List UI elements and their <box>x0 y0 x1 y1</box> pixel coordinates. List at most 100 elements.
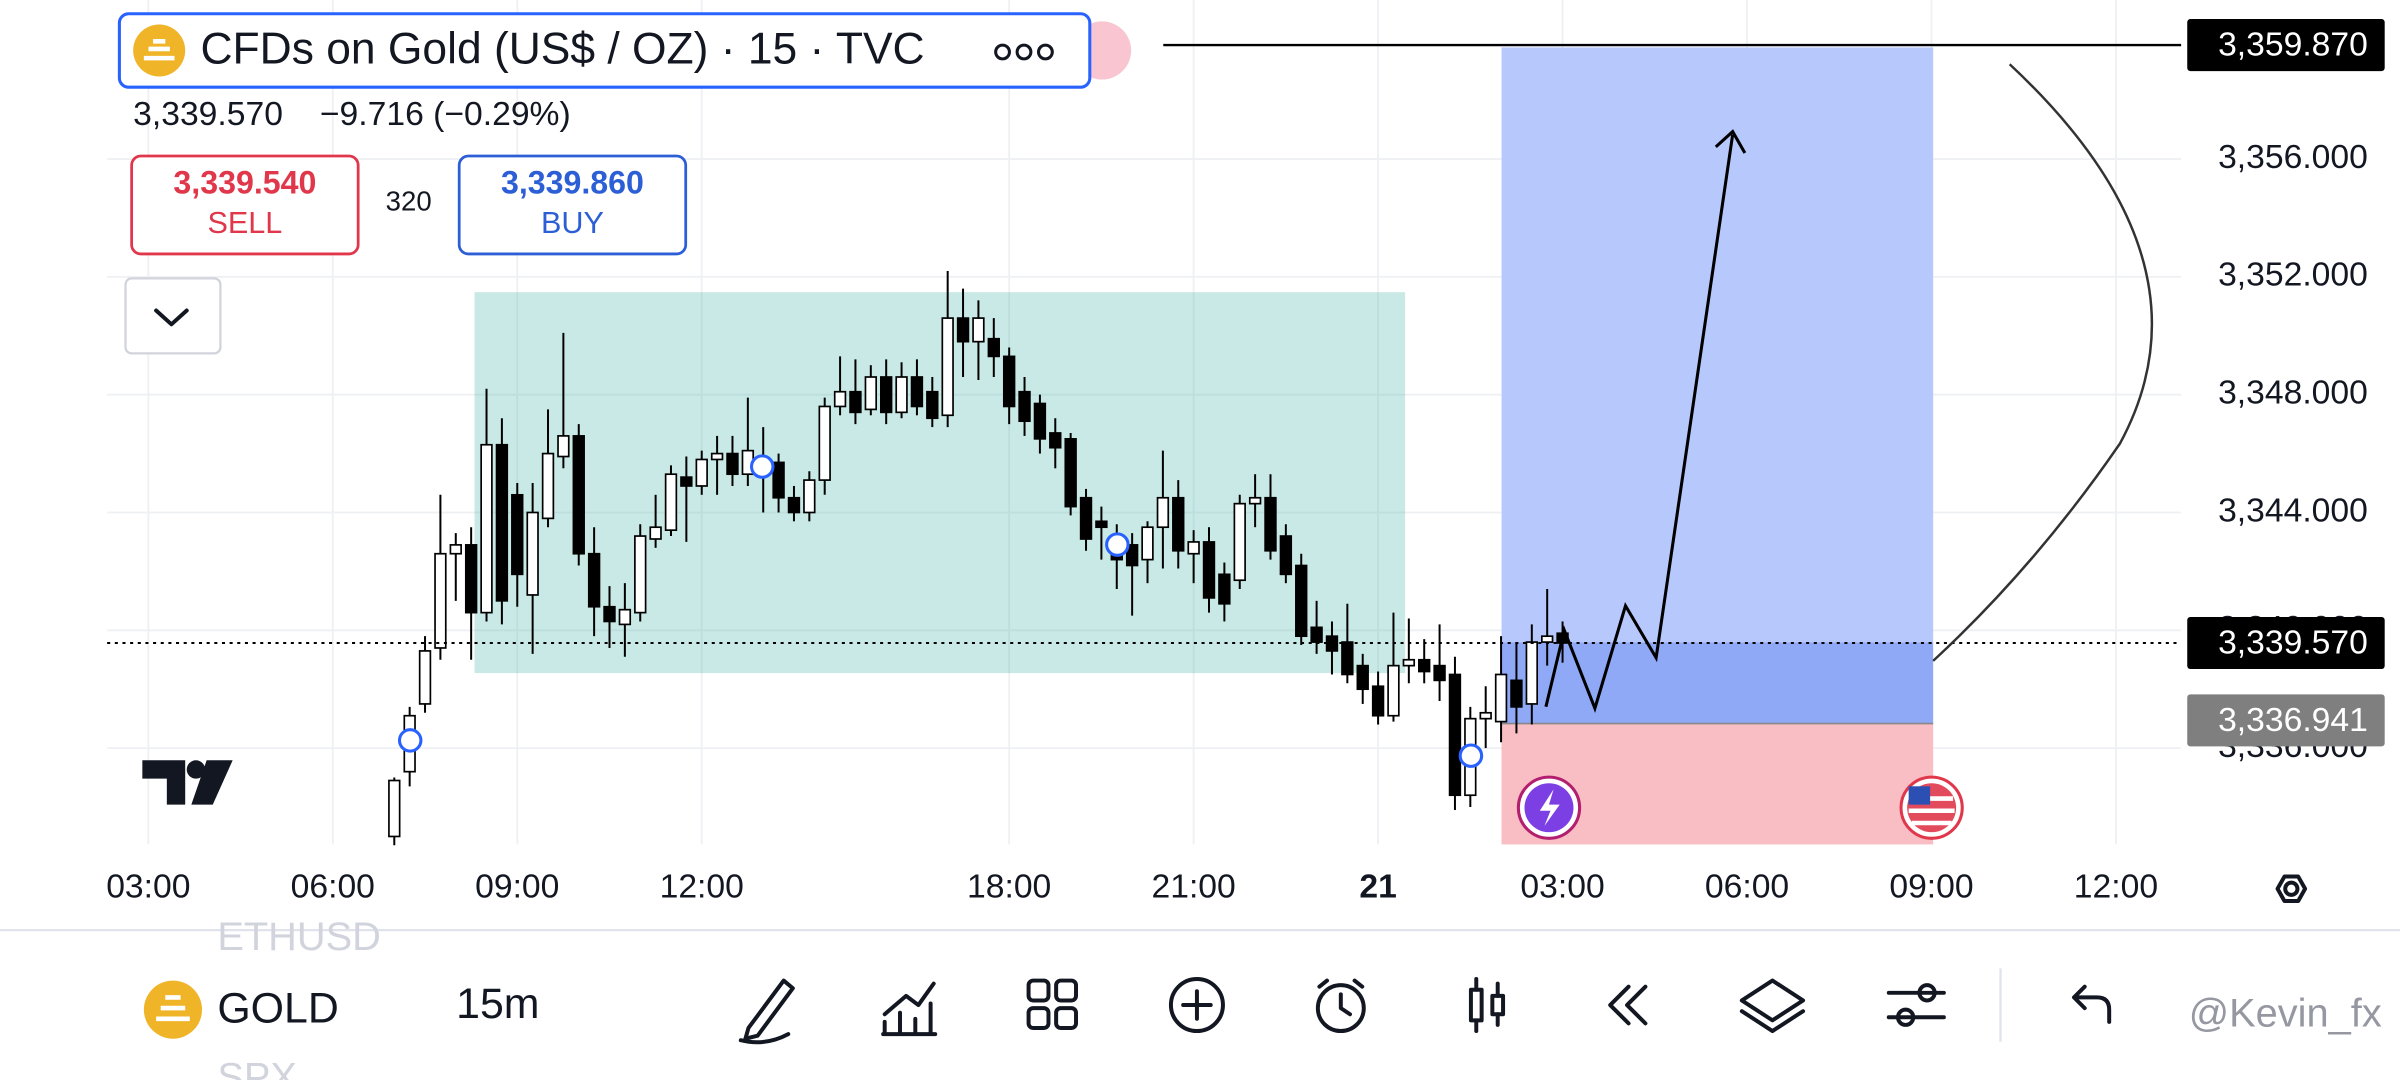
buy-price: 3,339.860 <box>501 165 644 201</box>
candle-body <box>710 452 724 461</box>
arrow-head <box>1714 129 1747 154</box>
collapse-button[interactable] <box>124 277 222 355</box>
chart-type-tool[interactable] <box>1468 977 1506 1034</box>
candle-body <box>1479 711 1492 720</box>
target-zone <box>1501 47 1934 643</box>
candle-body <box>1433 664 1446 682</box>
price-change: −9.716 (−0.29%) <box>320 96 571 133</box>
candle-body <box>618 608 632 626</box>
candle-body <box>726 452 739 476</box>
candle-body <box>1002 355 1016 408</box>
candle-body <box>1525 641 1539 705</box>
us-flag-icon[interactable] <box>1899 775 1964 840</box>
candle-body <box>1064 438 1077 508</box>
x-tick-label: 21 <box>1359 869 1396 906</box>
candle-body <box>1202 541 1216 599</box>
price-label-box <box>2187 694 2385 747</box>
candle-body <box>1125 544 1139 567</box>
price-label: 3,359.870 <box>2218 26 2368 63</box>
x-tick-label: 06:00 <box>1705 869 1789 906</box>
candle-body <box>572 435 585 555</box>
x-tick-label: 03:00 <box>1520 869 1604 906</box>
candle-body <box>1510 679 1523 708</box>
candle-body <box>495 443 509 602</box>
x-tick-label: 06:00 <box>291 869 375 906</box>
candle-body <box>772 461 785 499</box>
candle-body <box>418 650 432 705</box>
event-marker[interactable] <box>397 728 423 753</box>
event-marker[interactable] <box>1458 743 1484 768</box>
candle-body <box>1141 526 1154 561</box>
candle-body <box>1310 626 1323 643</box>
curve-drawing <box>1932 63 2154 662</box>
tradingview-logo <box>142 760 233 805</box>
candle-body <box>1402 658 1416 667</box>
layouts-tool[interactable] <box>1026 978 1079 1030</box>
price-label-box <box>2187 19 2385 72</box>
candle-body <box>972 317 985 343</box>
candle-body <box>1279 535 1293 576</box>
candle-body <box>680 476 693 487</box>
candle-body <box>849 390 862 414</box>
candle-body <box>695 458 708 487</box>
sell-price: 3,339.540 <box>173 165 316 201</box>
candle-body <box>480 443 493 614</box>
sell-button[interactable] <box>130 154 360 256</box>
candle-body <box>879 376 893 414</box>
undo-tool[interactable] <box>2071 984 2112 1024</box>
candle-body <box>388 779 401 838</box>
candle-body <box>587 552 601 608</box>
buy-label: BUY <box>541 206 604 240</box>
candle-body <box>987 337 1000 358</box>
symbol-header[interactable] <box>117 12 1092 89</box>
buy-button[interactable] <box>457 154 688 256</box>
y-tick-label: 3,348.000 <box>2218 375 2368 412</box>
candle-body <box>956 317 970 343</box>
objects-tool[interactable] <box>1739 978 1806 1034</box>
axes: 3,336.0003,340.0003,344.0003,348.0003,35… <box>106 19 2385 906</box>
symbol-current[interactable]: GOLD <box>217 984 338 1032</box>
candle-body <box>1079 496 1093 540</box>
settings-button[interactable] <box>2275 874 2308 904</box>
symbol-next[interactable]: SPX <box>217 1056 297 1080</box>
candle-body <box>1264 496 1277 552</box>
replay-tool[interactable] <box>1608 984 1648 1026</box>
candle-body <box>1387 664 1400 717</box>
candle-body <box>864 376 878 411</box>
candle-body <box>910 376 924 408</box>
candle-body <box>941 317 954 417</box>
x-tick-label: 18:00 <box>967 869 1051 906</box>
price-label-box <box>2187 616 2385 669</box>
add-tool[interactable] <box>1168 977 1225 1034</box>
x-tick-label: 12:00 <box>2074 869 2158 906</box>
indicators-tool[interactable] <box>881 981 938 1037</box>
gold-icon-bars <box>143 39 175 61</box>
candle-body <box>787 496 801 514</box>
symbol-prev[interactable]: ETHUSD <box>217 915 381 959</box>
event-marker[interactable] <box>1105 532 1130 557</box>
draw-tool[interactable] <box>738 978 795 1045</box>
projection-path <box>1544 134 1735 713</box>
candle-body <box>1233 502 1246 582</box>
candle-body <box>1356 664 1369 691</box>
candle-body <box>664 473 678 531</box>
sell-label: SELL <box>207 206 282 240</box>
alert-tool[interactable] <box>1315 978 1366 1034</box>
candle-body <box>557 435 570 458</box>
interval[interactable]: 15m <box>456 980 539 1028</box>
candle-body <box>1049 432 1062 449</box>
candle-body <box>818 405 831 481</box>
more-button[interactable] <box>994 43 1054 61</box>
x-tick-label: 03:00 <box>106 869 190 906</box>
candle-body <box>1295 564 1308 638</box>
candle-body <box>1418 658 1431 673</box>
candle-body <box>1371 685 1385 717</box>
candle-body <box>1033 402 1047 440</box>
candle-body <box>511 493 524 576</box>
settings-tool[interactable] <box>1886 983 1946 1027</box>
event-marker[interactable] <box>750 454 775 479</box>
gold-icon-bars <box>156 995 190 1022</box>
lightning-icon[interactable] <box>1516 775 1582 840</box>
